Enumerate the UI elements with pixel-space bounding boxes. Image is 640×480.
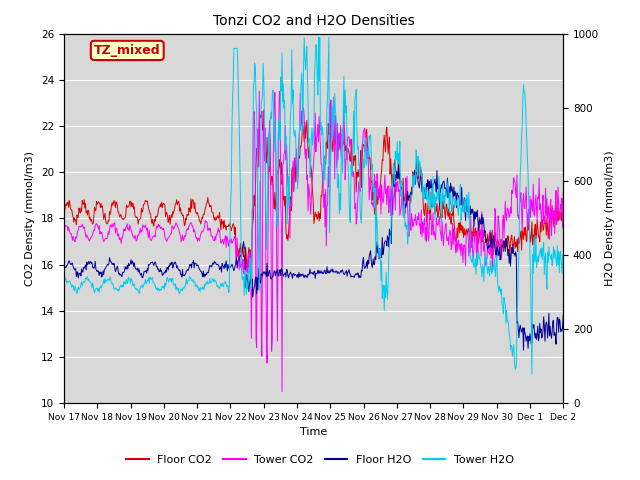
X-axis label: Time: Time bbox=[300, 428, 327, 437]
Y-axis label: H2O Density (mmol/m3): H2O Density (mmol/m3) bbox=[605, 151, 614, 286]
Title: Tonzi CO2 and H2O Densities: Tonzi CO2 and H2O Densities bbox=[212, 14, 415, 28]
Y-axis label: CO2 Density (mmol/m3): CO2 Density (mmol/m3) bbox=[26, 151, 35, 286]
Legend: Floor CO2, Tower CO2, Floor H2O, Tower H2O: Floor CO2, Tower CO2, Floor H2O, Tower H… bbox=[122, 451, 518, 469]
Text: TZ_mixed: TZ_mixed bbox=[94, 44, 161, 57]
